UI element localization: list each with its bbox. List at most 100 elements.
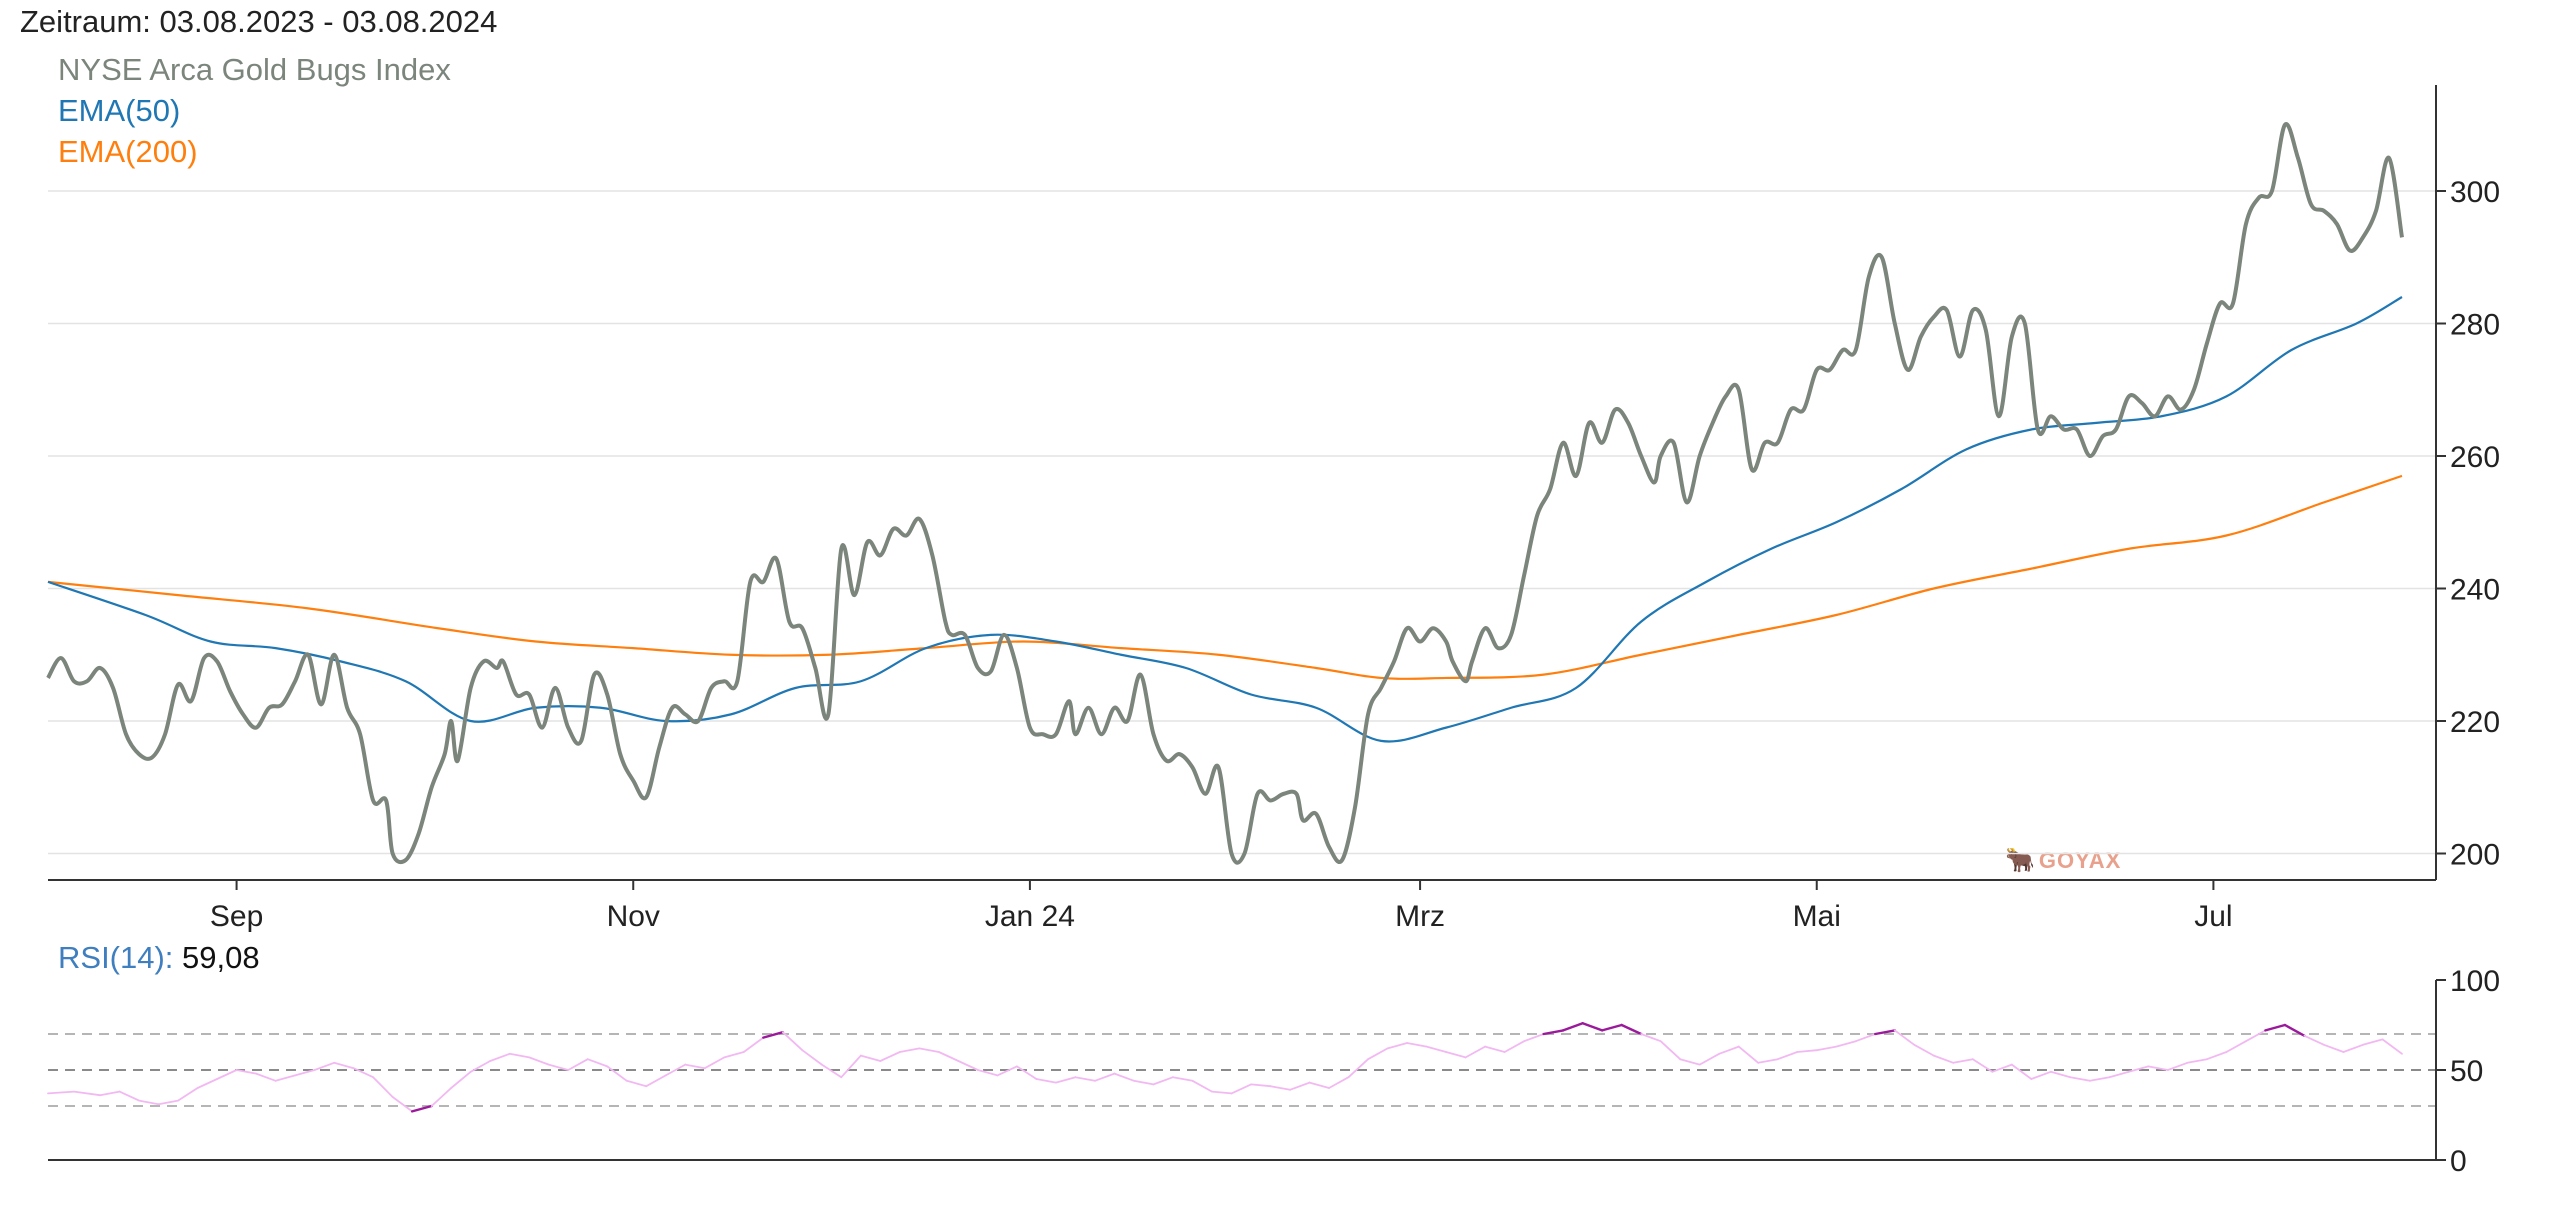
rsi-line-segment [1874,1029,1896,1036]
rsi-line-segment [1484,1045,1506,1053]
legend-item-ema200: EMA(200) [58,134,198,169]
rsi-line-segment [2264,1023,2287,1032]
rsi-line-segment [333,1061,355,1070]
rsi-line-segment [1893,1029,1916,1046]
rsi-line-segment [47,1090,75,1095]
rsi-line-segment [1094,1072,1116,1082]
rsi-line-segment [216,1069,238,1080]
rsi-line-segment [1152,1076,1174,1086]
rsi-line-segment [2362,1038,2384,1046]
rsi-line-segment [976,1069,999,1077]
rsi-line-segment [2108,1070,2130,1079]
rsi-line-segment [1347,1058,1369,1079]
rsi-line-segment [410,1104,433,1113]
rsi-value: 59,08 [182,940,260,975]
rsi-line-segment [1016,1065,1038,1080]
bull-icon: 🐂 [2005,847,2036,874]
rsi-line-segment [859,1054,882,1062]
rsi-line-segment [996,1065,1018,1077]
y-tick-label: 280 [2450,309,2500,342]
rsi-line-segment [313,1061,336,1071]
rsi-line-segment [1386,1042,1408,1050]
rsi-line-segment [2206,1051,2228,1061]
rsi-line-segment [1698,1052,1721,1066]
y-tick-label: 200 [2450,839,2500,872]
rsi-line-segment [1308,1081,1330,1089]
rsi-line-segment [918,1047,940,1053]
rsi-line-segment [1445,1051,1467,1059]
rsi-line-segment [1230,1083,1252,1095]
rsi-line-segment [2088,1076,2111,1082]
rsi-line-segment [1620,1023,1643,1036]
rsi-line-segment [1913,1043,1935,1057]
rsi-line-segment [781,1031,804,1052]
rsi-line-segment [1464,1045,1487,1059]
goyax-logo: 🐂 GOYAX [2005,846,2121,875]
rsi-line-segment [840,1054,862,1079]
rsi-line-segment [937,1051,960,1062]
rsi-line-segment [489,1052,511,1062]
rsi-line-segment [664,1063,687,1077]
x-tick-label: Jul [2194,900,2232,933]
rsi-line-segment [723,1051,745,1059]
legend-item-index: NYSE Arca Gold Bugs Index [58,52,451,87]
rsi-line-segment [898,1047,921,1053]
rsi-line-segment [1718,1045,1740,1055]
rsi-line-segment [2030,1070,2052,1080]
rsi-line-segment [1757,1058,1779,1064]
rsi-line-segment [2127,1065,2150,1073]
rsi-line-segment [703,1056,726,1070]
legend-item-ema50: EMA(50) [58,93,181,128]
rsi-line-segment [2381,1038,2403,1055]
rsi-line-segment [235,1069,257,1075]
rsi-line-segment [274,1074,297,1082]
rsi-line-segment [430,1087,453,1107]
rsi-line-segment [528,1056,550,1066]
rsi-line-segment [547,1063,570,1071]
rsi-line-segment [177,1087,199,1102]
rsi-line-segment [118,1090,140,1102]
rsi-line-segment [1172,1076,1194,1082]
rsi-y-tick-label: 50 [2450,1055,2483,1088]
rsi-line-segment [1640,1033,1662,1043]
x-tick-label: Sep [210,900,263,933]
rsi-line-segment [99,1090,121,1097]
rsi-line-segment [742,1036,765,1053]
rsi-line-segment [1991,1063,2013,1073]
rsi-line-segment [2147,1065,2169,1071]
period-label: Zeitraum: 03.08.2023 - 03.08.2024 [20,4,498,39]
rsi-line-segment [1679,1058,1701,1066]
rsi-line-segment [1367,1047,1389,1061]
rsi-line-segment [2323,1043,2345,1053]
rsi-line-segment [2303,1034,2325,1046]
rsi-line-segment [1737,1045,1760,1064]
rsi-line-segment [820,1063,843,1079]
x-tick-label: Nov [607,900,660,933]
rsi-line-segment [1932,1054,1955,1064]
rsi-y-tick-label: 0 [2450,1145,2467,1178]
rsi-line-segment [2342,1043,2364,1053]
rsi-line-segment [2245,1029,2267,1043]
ema50-line [47,296,2403,743]
rsi-line-segment [508,1052,531,1059]
rsi-line-segment [1425,1045,1447,1053]
rsi-line-segment [586,1058,609,1068]
rsi-line-segment [606,1065,628,1082]
rsi-line-segment [1074,1076,1096,1082]
rsi-line-segment [1250,1083,1272,1088]
rsi-line-segment [450,1070,472,1089]
rsi-line-segment [645,1074,667,1088]
rsi-line-segment [391,1096,414,1113]
rsi-line-segment [957,1060,979,1071]
rsi-label: RSI(14): [58,940,174,975]
rsi-line-segment [762,1030,785,1039]
rsi-line-segment [1600,1023,1623,1032]
rsi-line-segment [2049,1070,2072,1079]
rsi-line-segment [1055,1076,1077,1084]
rsi-line-segment [1854,1033,1877,1043]
rsi-line-segment [1561,1022,1584,1032]
x-tick-label: Mrz [1395,900,1445,933]
rsi-line-segment [1581,1022,1604,1032]
rsi-line-segment [294,1069,316,1077]
